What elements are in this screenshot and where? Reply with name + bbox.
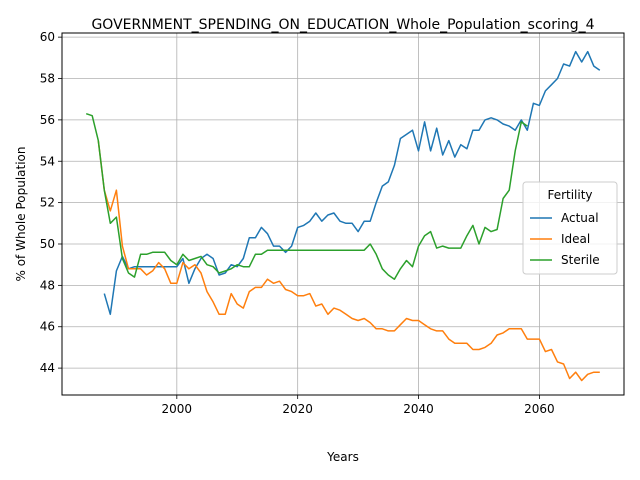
y-tick-label: 44 bbox=[40, 361, 55, 375]
legend-label-sterile: Sterile bbox=[561, 253, 600, 267]
y-tick-label: 56 bbox=[40, 113, 55, 127]
y-tick-label: 50 bbox=[40, 237, 55, 251]
axis-ticks: 2000 2020 2040 2060 44 46 48 50 52 54 56 58 60 bbox=[40, 30, 555, 416]
series-line-ideal bbox=[97, 140, 600, 382]
legend-items: Actual Ideal Sterile bbox=[530, 211, 600, 267]
legend-label-actual: Actual bbox=[561, 211, 599, 225]
legend-title: Fertility bbox=[547, 188, 592, 202]
plot-frame bbox=[61, 32, 625, 396]
y-tick-label: 54 bbox=[40, 154, 55, 168]
y-axis-label: % of Whole Population bbox=[14, 147, 28, 282]
y-tick-label: 46 bbox=[40, 320, 55, 334]
x-tick-label: 2060 bbox=[524, 402, 555, 416]
legend-box bbox=[522, 181, 618, 275]
legend-label-ideal: Ideal bbox=[561, 232, 590, 246]
y-tick-label: 52 bbox=[40, 196, 55, 210]
series-lines bbox=[85, 50, 601, 382]
x-tick-label: 2020 bbox=[282, 402, 313, 416]
chart-title: GOVERNMENT_SPENDING_ON_EDUCATION_Whole_P… bbox=[91, 17, 594, 33]
legend: Fertility Actual Ideal Sterile bbox=[522, 181, 618, 275]
y-tick-label: 48 bbox=[40, 278, 55, 292]
series-line-sterile bbox=[85, 112, 528, 280]
x-axis-label: Years bbox=[326, 450, 359, 464]
y-tick-label: 60 bbox=[40, 30, 55, 44]
series-line-actual bbox=[103, 50, 601, 316]
y-tick-label: 58 bbox=[40, 72, 55, 86]
x-tick-label: 2040 bbox=[403, 402, 434, 416]
x-tick-label: 2000 bbox=[162, 402, 193, 416]
